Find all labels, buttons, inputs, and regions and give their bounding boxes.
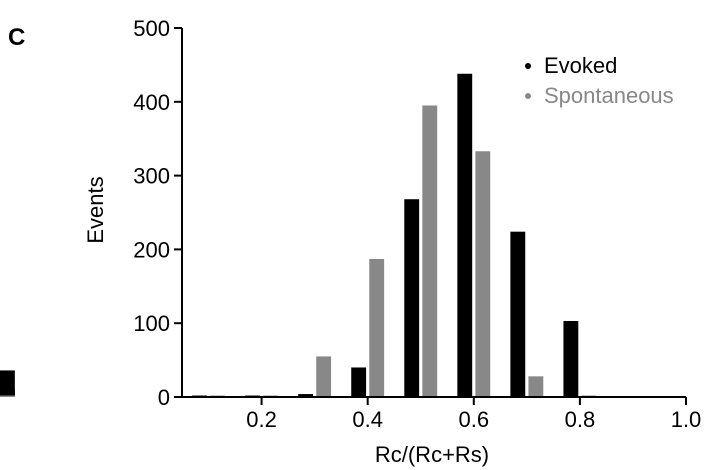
bar-evoked [298, 394, 314, 397]
bar-evoked [563, 320, 579, 397]
x-tick-label: 1.0 [671, 407, 702, 432]
legend: Evoked Spontaneous [525, 53, 674, 108]
x-tick-label: 0.2 [246, 407, 277, 432]
legend-label: Evoked [544, 53, 617, 78]
legend-marker [525, 63, 531, 69]
y-tick-label: 0 [158, 385, 170, 410]
y-tick-label: 300 [133, 164, 170, 189]
y-ticks-group: 0 100 200 300 400 500 [133, 16, 182, 410]
y-tick-label: 200 [133, 237, 170, 262]
y-tick-label: 100 [133, 311, 170, 336]
x-axis-title: Rc/(Rc+Rs) [375, 442, 489, 467]
bar-spontaneous [422, 105, 438, 398]
y-axis-title: Events [83, 176, 108, 243]
x-tick-label: 0.4 [352, 407, 383, 432]
bar-spontaneous [528, 376, 544, 397]
legend-label: Spontaneous [544, 83, 674, 108]
bar-evoked [404, 199, 420, 397]
bar-spontaneous [316, 356, 332, 397]
panel-label: C [8, 24, 25, 51]
x-ticks-group: 0.2 0.4 0.6 0.8 1.0 [246, 397, 701, 432]
x-tick-label: 0.6 [458, 407, 489, 432]
bar-evoked [351, 367, 367, 397]
y-tick-label: 500 [133, 16, 170, 41]
bar-spontaneous [369, 258, 385, 397]
legend-marker [525, 93, 531, 99]
bar-evoked [510, 231, 526, 397]
bar-evoked [457, 73, 473, 398]
bar-evoked [0, 389, 15, 397]
bar-spontaneous [475, 151, 491, 397]
x-tick-label: 0.8 [565, 407, 596, 432]
y-tick-label: 400 [133, 90, 170, 115]
bar-spontaneous [0, 395, 15, 397]
bars-group [0, 73, 597, 398]
